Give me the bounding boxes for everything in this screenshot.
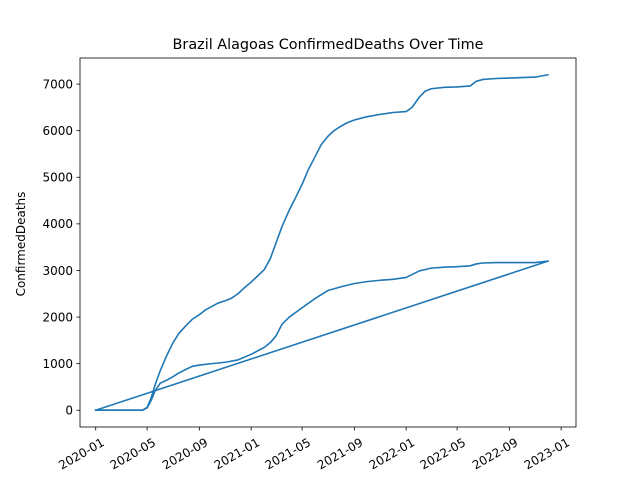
- y-axis: 0 1000 2000 3000 4000 5000 6000 7000: [42, 77, 80, 418]
- x-tick-label: 2022-01: [367, 435, 417, 472]
- series-line-2: [94, 260, 549, 412]
- x-tick-label: 2023-01: [522, 435, 572, 472]
- y-tick-label: 6000: [42, 124, 73, 138]
- x-tick-label: 2020-05: [108, 435, 158, 472]
- x-axis: 2020-01 2020-05 2020-09 2021-01 2021-05 2021-…: [56, 427, 572, 472]
- series-line-3: [94, 260, 549, 412]
- y-tick-label: 3000: [42, 264, 73, 278]
- series-line-1: [94, 73, 549, 412]
- y-tick-label: 5000: [42, 171, 73, 185]
- x-tick-label: 2020-01: [56, 435, 106, 472]
- y-tick-label: 1000: [42, 357, 73, 371]
- y-tick-label: 0: [65, 404, 73, 418]
- chart-title: Brazil Alagoas ConfirmedDeaths Over Time: [173, 37, 484, 53]
- y-tick-label: 7000: [42, 77, 73, 91]
- y-axis-label: ConfirmedDeaths: [14, 192, 28, 297]
- plot-area: [79, 57, 577, 428]
- series-layer: [94, 73, 549, 412]
- x-tick-label: 2021-09: [315, 435, 365, 472]
- x-tick-label: 2020-09: [160, 435, 210, 472]
- y-tick-label: 4000: [42, 217, 73, 231]
- x-tick-label: 2021-05: [263, 435, 313, 472]
- x-tick-label: 2021-01: [212, 435, 262, 472]
- y-tick-label: 2000: [42, 310, 73, 324]
- x-tick-label: 2022-09: [470, 435, 520, 472]
- x-tick-label: 2022-05: [418, 435, 468, 472]
